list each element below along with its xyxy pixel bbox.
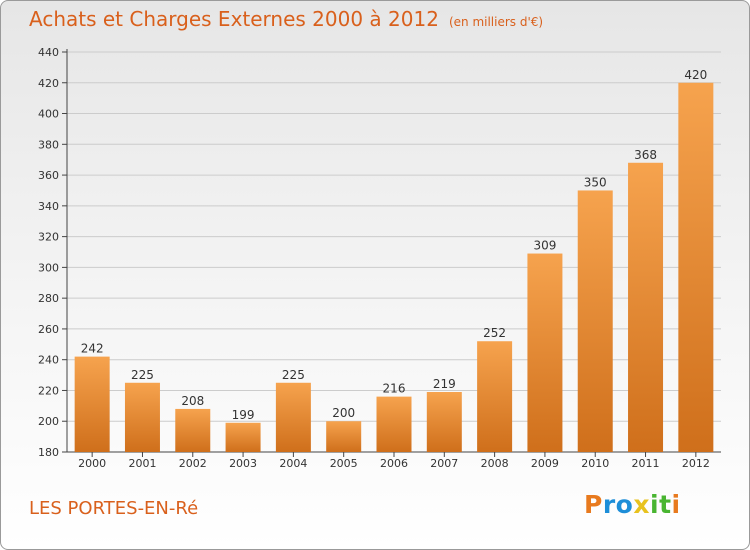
- y-tick-label: 360: [38, 169, 59, 182]
- x-tick-label: 2004: [279, 457, 307, 470]
- y-tick-label: 260: [38, 323, 59, 336]
- bar-value-label: 242: [81, 342, 104, 356]
- logo-letter: i: [650, 490, 660, 519]
- y-tick-label: 180: [38, 446, 59, 459]
- bar-value-label: 252: [483, 326, 506, 340]
- logo-letter: o: [615, 490, 634, 519]
- logo-letter: t: [659, 490, 672, 519]
- bar: [678, 82, 714, 453]
- x-tick-label: 2007: [430, 457, 458, 470]
- bar-value-label: 420: [684, 68, 707, 82]
- x-tick-label: 2006: [380, 457, 408, 470]
- x-tick-label: 2012: [682, 457, 710, 470]
- y-tick-label: 200: [38, 415, 59, 428]
- bar-value-label: 350: [584, 175, 607, 189]
- bar: [577, 190, 613, 452]
- bar: [175, 408, 211, 452]
- x-tick-label: 2001: [128, 457, 156, 470]
- x-tick-label: 2009: [531, 457, 559, 470]
- logo-letter: i: [671, 490, 681, 519]
- y-tick-label: 400: [38, 108, 59, 121]
- x-tick-label: 2010: [581, 457, 609, 470]
- y-tick-label: 240: [38, 354, 59, 367]
- bar-value-label: 200: [332, 406, 355, 420]
- x-tick-label: 2011: [632, 457, 660, 470]
- bar: [225, 422, 261, 452]
- bar-value-label: 199: [232, 408, 255, 422]
- bar-value-label: 309: [533, 239, 556, 253]
- title-text: Achats et Charges Externes 2000 à 2012: [29, 7, 439, 31]
- chart-title: Achats et Charges Externes 2000 à 2012 (e…: [29, 7, 543, 31]
- bar: [124, 382, 160, 452]
- y-tick-label: 220: [38, 384, 59, 397]
- y-tick-label: 300: [38, 261, 59, 274]
- bar-value-label: 225: [282, 368, 305, 382]
- bar-value-label: 219: [433, 377, 456, 391]
- x-tick-label: 2000: [78, 457, 106, 470]
- y-tick-label: 380: [38, 138, 59, 151]
- x-tick-label: 2005: [330, 457, 358, 470]
- bar: [74, 356, 110, 452]
- y-tick-label: 440: [38, 46, 59, 59]
- y-tick-label: 420: [38, 77, 59, 90]
- x-tick-label: 2002: [179, 457, 207, 470]
- bar: [527, 253, 563, 452]
- bar: [326, 421, 362, 452]
- logo-letter: x: [633, 490, 650, 519]
- bar: [275, 382, 311, 452]
- proxiti-logo: Proxiti: [584, 490, 681, 519]
- bar: [628, 162, 664, 452]
- x-tick-label: 2008: [481, 457, 509, 470]
- logo-letter: P: [584, 490, 603, 519]
- bar-value-label: 368: [634, 148, 657, 162]
- bar-value-label: 216: [383, 382, 406, 396]
- y-tick-label: 280: [38, 292, 59, 305]
- bar-value-label: 225: [131, 368, 154, 382]
- bar: [426, 392, 462, 452]
- logo-letter: r: [602, 490, 616, 519]
- bar: [376, 396, 412, 452]
- y-tick-label: 320: [38, 231, 59, 244]
- x-tick-label: 2003: [229, 457, 257, 470]
- bar: [477, 341, 513, 452]
- commune-name: LES PORTES-EN-Ré: [29, 498, 199, 519]
- chart-subtitle: (en milliers d'€): [448, 15, 544, 29]
- bar-value-label: 208: [181, 394, 204, 408]
- y-tick-label: 340: [38, 200, 59, 213]
